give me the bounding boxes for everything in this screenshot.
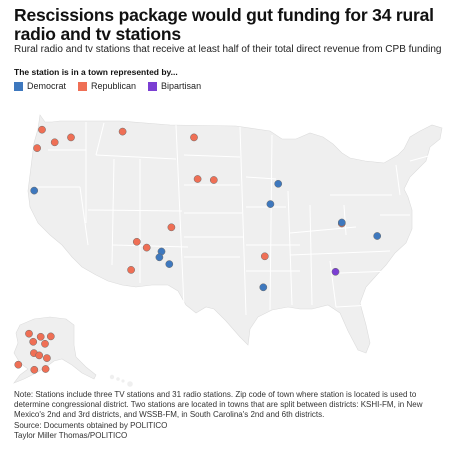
station-dot-republican — [14, 360, 23, 369]
legend-swatch-bipartisan — [148, 81, 158, 91]
map-land — [13, 114, 443, 387]
legend-label-bipartisan: Bipartisan — [161, 81, 202, 91]
station-dot-republican — [36, 332, 45, 341]
legend-swatch-democrat — [14, 81, 23, 91]
station-dots — [14, 125, 382, 374]
hawaii-shape — [109, 374, 133, 387]
station-dot-democrat — [373, 232, 382, 240]
station-dot-republican — [67, 133, 75, 142]
station-dot-democrat — [266, 200, 275, 208]
source-line: Source: Documents obtained by POLITICO — [14, 421, 168, 430]
station-dot-republican — [35, 351, 44, 360]
station-dot-republican — [118, 127, 127, 136]
station-dot-democrat — [165, 260, 174, 268]
credit-line: Taylor Miller Thomas/POLITICO — [14, 431, 128, 440]
station-dot-republican — [127, 266, 135, 274]
station-dot-republican — [260, 252, 269, 261]
legend-item-democrat: Democrat — [14, 81, 66, 91]
legend: Democrat Republican Bipartisan — [14, 81, 201, 91]
station-dot-bipartisan — [331, 267, 340, 276]
map-title: Rescissions package would gut funding fo… — [14, 5, 434, 44]
legend-label-republican: Republican — [91, 81, 137, 91]
station-dot-democrat — [274, 179, 283, 188]
station-dot-republican — [142, 243, 151, 252]
legend-title: The station is in a town represented by.… — [14, 67, 178, 77]
footnote: Note: Stations include three TV stations… — [14, 390, 423, 419]
station-dot-republican — [193, 175, 202, 183]
station-dot-republican — [46, 332, 55, 341]
station-dot-republican — [25, 329, 33, 338]
station-dot-republican — [43, 354, 51, 362]
legend-item-republican: Republican — [78, 81, 136, 91]
legend-label-democrat: Democrat — [27, 81, 67, 91]
station-dot-republican — [29, 337, 38, 346]
station-dot-republican — [38, 125, 46, 134]
station-dot-republican — [167, 223, 176, 232]
state-borders — [36, 122, 433, 316]
station-dot-democrat — [259, 283, 268, 292]
contiguous-us-shape — [27, 114, 443, 354]
station-dot-republican — [190, 133, 198, 142]
station-dot-republican — [132, 237, 141, 246]
station-dot-republican — [33, 144, 41, 152]
alaska-shape — [13, 316, 97, 384]
us-map — [13, 114, 443, 387]
map-subtitle: Rural radio and tv stations that receive… — [14, 44, 442, 55]
station-dot-democrat — [155, 253, 164, 262]
station-dot-republican — [209, 176, 218, 184]
station-dot-republican — [30, 365, 39, 374]
station-dot-republican — [41, 339, 49, 348]
station-dot-democrat — [30, 186, 39, 195]
station-dot-republican — [41, 365, 50, 373]
station-dot-democrat — [337, 218, 346, 227]
legend-item-bipartisan: Bipartisan — [148, 81, 201, 91]
legend-swatch-republican — [78, 81, 88, 91]
station-dot-republican — [50, 138, 59, 147]
